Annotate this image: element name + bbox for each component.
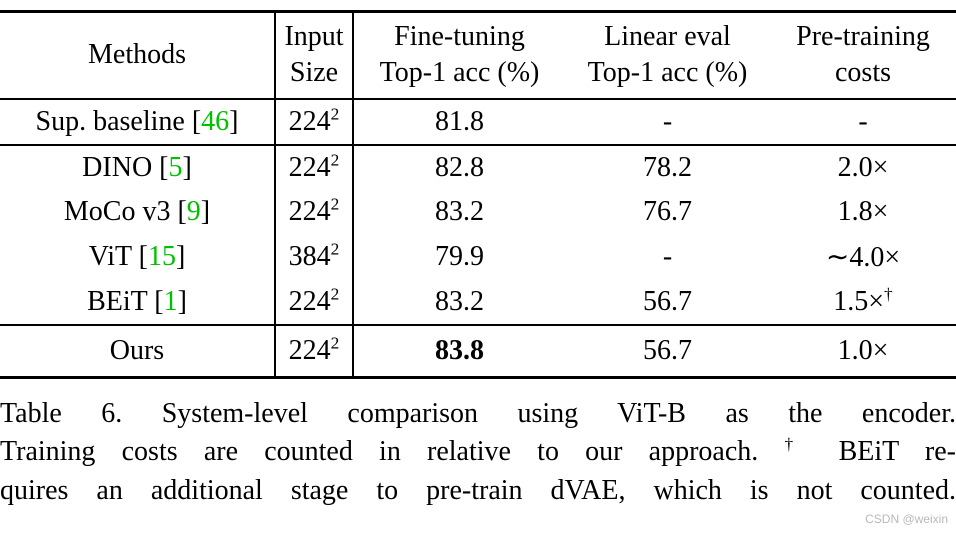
finetune-cell: 81.8 (435, 105, 484, 137)
dagger-mark: † (884, 284, 893, 304)
header-pretraining-costs: Pre-training costs (796, 21, 930, 89)
row-vit: ViT [15] 3842 79.9 - ∼4.0× (0, 233, 956, 280)
linear-cell: 56.7 (643, 334, 692, 366)
comparison-table: Methods Input Size Fine-tuning Top-1 acc… (0, 10, 956, 379)
caption-line-2: Training costs are counted in relative t… (0, 435, 956, 468)
linear-cell: 78.2 (643, 151, 692, 183)
row-sup-baseline: Sup. baseline [46] 2242 81.8 - - (0, 98, 956, 145)
finetune-cell: 83.8 (435, 334, 484, 366)
citation-ref[interactable]: 5 (168, 151, 183, 183)
cost-cell: - (858, 105, 868, 137)
cost-cell: 1.5×† (833, 284, 893, 317)
method-cell: DINO [5] (82, 151, 192, 183)
header-methods-label: Methods (88, 39, 186, 71)
linear-cell: - (662, 105, 673, 137)
method-cell: Sup. baseline [46] (35, 105, 239, 137)
table-caption: Table 6. System-level comparison using V… (0, 395, 956, 511)
method-cell: ViT [15] (88, 240, 186, 272)
citation-ref[interactable]: 1 (163, 285, 178, 317)
cost-cell: ∼4.0× (825, 241, 901, 273)
citation-ref[interactable]: 46 (201, 105, 230, 137)
cost-cell: 1.8× (837, 195, 889, 227)
input-size-cell: 3842 (274, 233, 354, 280)
finetune-cell: 83.2 (435, 285, 484, 317)
header-linear-eval: Linear eval Top-1 acc (%) (587, 21, 748, 89)
finetune-cell: 83.2 (435, 195, 484, 227)
row-moco-v3: MoCo v3 [9] 2242 83.2 76.7 1.8× (0, 189, 956, 234)
input-size-cell: 2242 (274, 279, 354, 325)
header-input-size: Input Size (274, 11, 354, 99)
caption-line-1: Table 6. System-level comparison using V… (0, 397, 956, 429)
method-cell: Ours (109, 334, 165, 366)
linear-cell: 76.7 (643, 195, 692, 227)
linear-cell: - (662, 240, 673, 272)
input-size-cell: 2242 (274, 189, 354, 234)
input-size-cell: 2242 (274, 98, 354, 145)
header-methods: Methods (0, 12, 275, 99)
row-ours: Ours 2242 83.8 56.7 1.0× (0, 324, 956, 378)
header-finetuning: Fine-tuning Top-1 acc (%) (379, 21, 540, 89)
cost-cell: 1.0× (837, 334, 889, 366)
row-beit: BEiT [1] 2242 83.2 56.7 1.5×† (0, 279, 956, 325)
csdn-watermark: CSDN @weixin (865, 512, 948, 526)
finetune-cell: 79.9 (435, 240, 484, 272)
citation-ref[interactable]: 15 (147, 240, 176, 272)
table-header-row: Methods Input Size Fine-tuning Top-1 acc… (0, 11, 956, 99)
input-size-cell: 2242 (274, 324, 354, 378)
input-size-cell: 2242 (274, 144, 354, 190)
method-cell: MoCo v3 [9] (63, 195, 211, 227)
method-cell: BEiT [1] (87, 285, 187, 317)
dagger-mark: † (784, 435, 813, 455)
citation-ref[interactable]: 9 (186, 195, 201, 227)
caption-line-3: quires an additional stage to pre-train … (0, 475, 956, 507)
finetune-cell: 82.8 (435, 151, 484, 183)
linear-cell: 56.7 (643, 285, 692, 317)
cost-cell: 2.0× (837, 151, 889, 183)
row-dino: DINO [5] 2242 82.8 78.2 2.0× (0, 144, 956, 190)
